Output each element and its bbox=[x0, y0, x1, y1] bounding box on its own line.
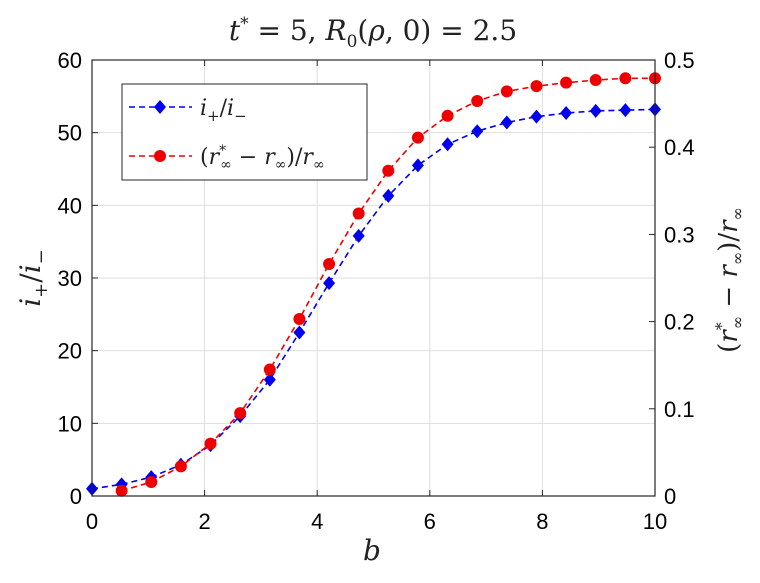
data-point-circle bbox=[619, 72, 632, 85]
data-point-diamond bbox=[411, 158, 424, 173]
x-axis-label: b bbox=[363, 534, 381, 567]
data-point-diamond bbox=[263, 372, 276, 387]
legend-marker-diamond bbox=[154, 100, 166, 114]
series-2 bbox=[115, 72, 661, 497]
data-point-diamond bbox=[323, 276, 336, 291]
data-point-circle bbox=[471, 94, 484, 107]
data-point-circle bbox=[293, 312, 306, 325]
data-point-diamond bbox=[530, 109, 543, 124]
data-point-circle bbox=[411, 131, 424, 144]
x-tick-label: 0 bbox=[86, 509, 98, 534]
data-point-circle bbox=[145, 476, 158, 489]
y-left-tick-label: 10 bbox=[58, 411, 82, 436]
data-point-diamond bbox=[382, 188, 395, 203]
y-right-tick-label: 0.2 bbox=[664, 310, 695, 335]
y-left-tick-label: 50 bbox=[58, 121, 82, 146]
data-point-circle bbox=[115, 484, 128, 497]
series-layer bbox=[86, 72, 661, 497]
x-tick-label: 6 bbox=[424, 509, 436, 534]
y-axis-label-right: (r*∞ − r∞)/r∞ bbox=[712, 207, 747, 353]
data-point-circle bbox=[589, 74, 602, 87]
legend: i+/i− (r* ∞ − r∞)/r∞ bbox=[121, 83, 368, 181]
data-point-circle bbox=[500, 85, 513, 98]
data-point-diamond bbox=[560, 106, 573, 121]
y-right-tick-label: 0.4 bbox=[664, 135, 695, 160]
legend-box bbox=[121, 83, 368, 181]
y-left-tick-label: 20 bbox=[58, 339, 82, 364]
legend-entry-2: (r* ∞ − r∞)/r∞ bbox=[129, 143, 325, 173]
y-left-tick-label: 40 bbox=[58, 193, 82, 218]
y-right-tick-label: 0.3 bbox=[664, 222, 695, 247]
y-left-tick-label: 0 bbox=[70, 484, 82, 509]
legend-entry-1: i+/i− bbox=[129, 96, 247, 125]
data-point-circle bbox=[530, 80, 543, 93]
data-point-circle bbox=[204, 437, 217, 450]
y-right-tick-label: 0.1 bbox=[664, 397, 695, 422]
x-tick-label: 10 bbox=[643, 509, 667, 534]
data-point-circle bbox=[174, 460, 187, 473]
data-point-circle bbox=[441, 109, 454, 122]
data-point-circle bbox=[560, 76, 573, 89]
y-right-tick-label: 0 bbox=[664, 484, 676, 509]
data-point-circle bbox=[234, 407, 247, 420]
x-tick-label: 8 bbox=[536, 509, 548, 534]
data-point-diamond bbox=[619, 103, 632, 118]
y-axis-label-left: i+/i− bbox=[14, 249, 52, 307]
legend-label-2: (r* ∞ − r∞)/r∞ bbox=[200, 143, 325, 173]
data-point-diamond bbox=[441, 137, 454, 152]
legend-marker-circle bbox=[154, 150, 166, 162]
x-tick-label: 4 bbox=[311, 509, 323, 534]
y-right-tick-label: 0.5 bbox=[664, 48, 695, 73]
data-point-diamond bbox=[352, 228, 365, 243]
data-point-diamond bbox=[589, 103, 602, 118]
data-point-circle bbox=[263, 363, 276, 376]
y-left-tick-label: 30 bbox=[58, 266, 82, 291]
y-left-tick-label: 60 bbox=[58, 48, 82, 73]
legend-label-1: i+/i− bbox=[200, 96, 247, 125]
data-point-diamond bbox=[471, 124, 484, 139]
data-point-circle bbox=[352, 207, 365, 220]
chart-title: t* = 5, R0(ρ, 0) = 2.5 bbox=[229, 14, 517, 52]
data-point-circle bbox=[382, 164, 395, 177]
data-point-circle bbox=[323, 258, 336, 271]
x-tick-label: 2 bbox=[198, 509, 210, 534]
data-point-diamond bbox=[293, 325, 306, 340]
data-point-diamond bbox=[500, 115, 513, 130]
